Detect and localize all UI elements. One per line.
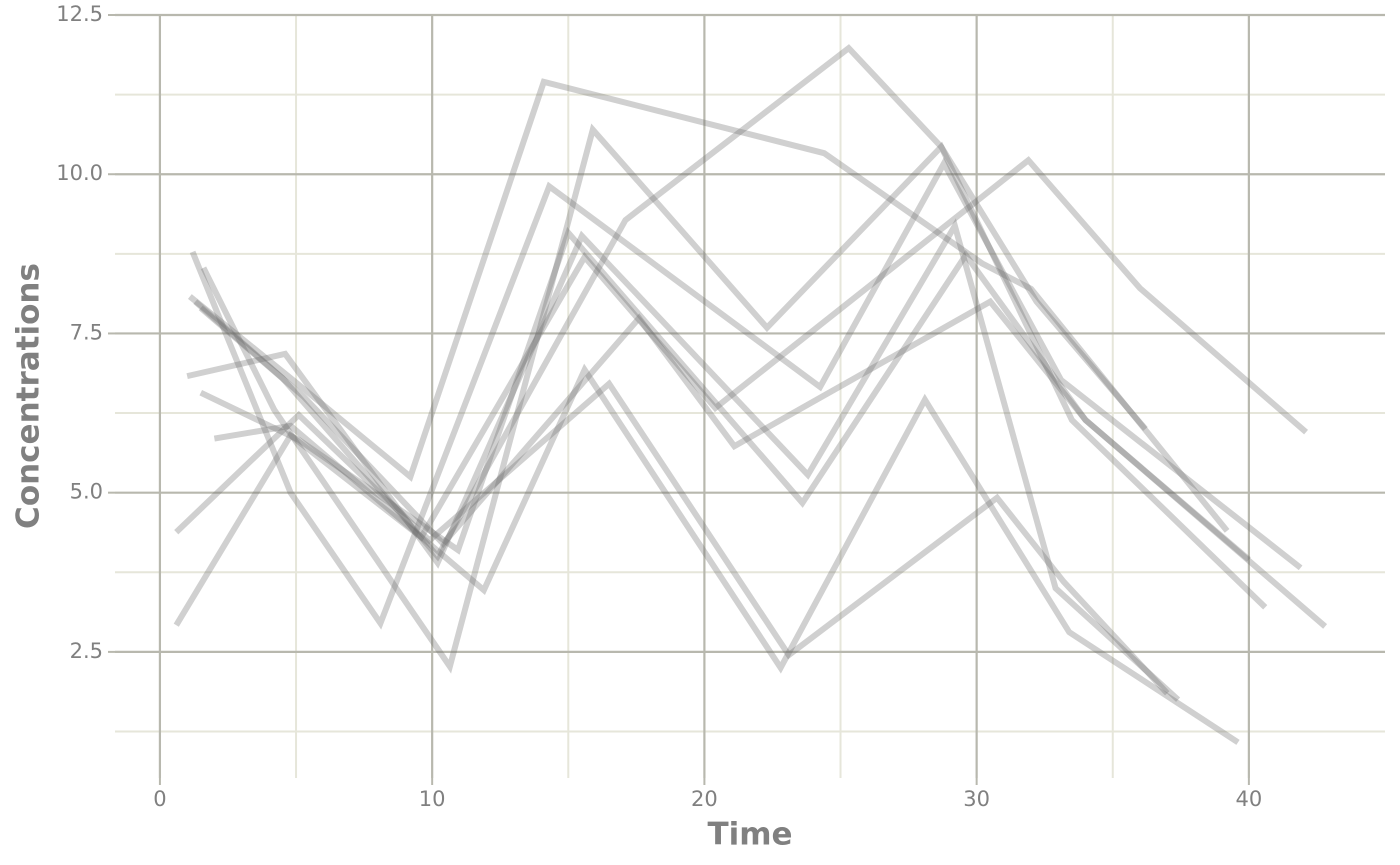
x-tick-label: 20 — [691, 787, 718, 811]
series-line — [174, 379, 1170, 696]
x-axis-title: Time — [707, 817, 792, 853]
series-line — [198, 297, 1328, 629]
y-axis-title: Concentrations — [11, 263, 47, 529]
series-line — [186, 218, 1181, 702]
y-tick-label: 5.0 — [70, 480, 103, 504]
x-tick-label: 40 — [1236, 787, 1263, 811]
series-line — [199, 226, 1251, 562]
series-line — [187, 78, 1230, 533]
x-tick-label: 0 — [153, 787, 166, 811]
series-line — [193, 44, 1148, 562]
x-tick-label: 30 — [963, 787, 990, 811]
series-line — [200, 123, 1268, 674]
y-tick-label: 2.5 — [70, 639, 103, 663]
series-line — [189, 157, 1303, 630]
y-tick-label: 7.5 — [70, 320, 103, 344]
y-tick-label: 10.0 — [56, 161, 103, 185]
x-tick-label: 10 — [419, 787, 446, 811]
series-line — [213, 363, 1240, 745]
series-line — [173, 156, 1309, 627]
y-tick-label: 12.5 — [56, 2, 103, 26]
